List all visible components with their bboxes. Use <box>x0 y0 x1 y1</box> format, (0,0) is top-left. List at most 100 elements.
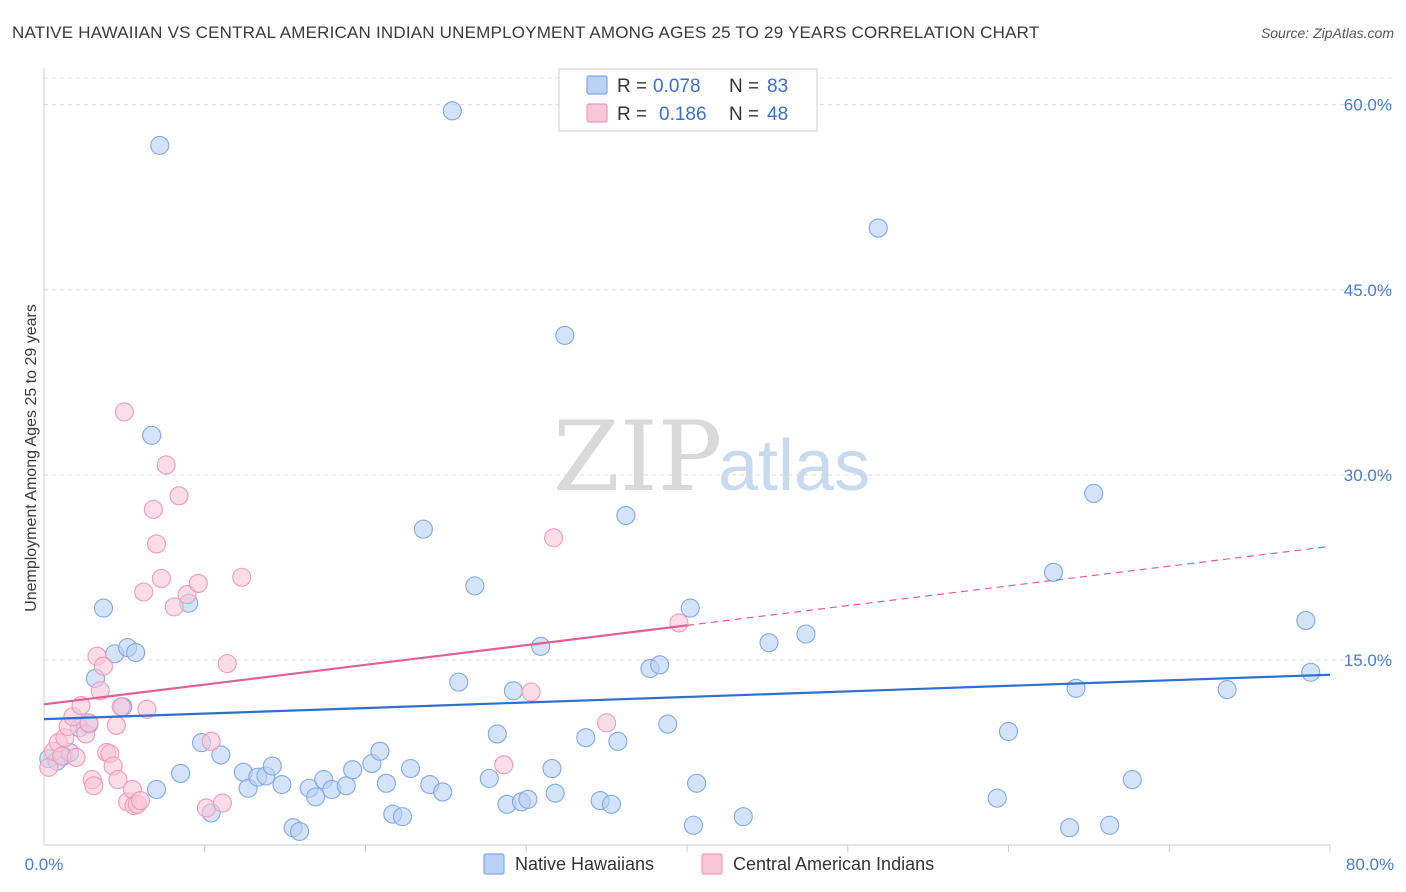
point-native-hawaiians-45 <box>465 576 485 596</box>
y-tick-label-15: 15.0% <box>1344 651 1392 670</box>
point-native-hawaiians-55 <box>555 325 575 345</box>
point-native-hawaiians-76 <box>1084 483 1104 503</box>
point-native-hawaiians-40 <box>413 519 433 539</box>
point-central-american-indians-21 <box>111 697 131 717</box>
point-native-hawaiians-64 <box>680 598 700 618</box>
point-central-american-indians-32 <box>151 568 171 589</box>
point-native-hawaiians-39 <box>400 758 421 779</box>
point-native-hawaiians-52 <box>531 636 551 656</box>
legend-swatch-native-hawaiians <box>586 75 608 95</box>
legend-swatch-central-american-indians <box>586 103 608 123</box>
point-central-american-indians-20 <box>108 770 128 790</box>
point-native-hawaiians-29 <box>306 787 326 807</box>
point-central-american-indians-14 <box>90 681 110 701</box>
point-central-american-indians-28 <box>134 582 154 602</box>
point-native-hawaiians-73 <box>1043 562 1064 582</box>
point-native-hawaiians-46 <box>479 768 499 788</box>
x-tick-label-max: 80.0% <box>1346 855 1394 874</box>
point-native-hawaiians-68 <box>759 633 779 653</box>
point-native-hawaiians-7 <box>93 598 114 618</box>
y-tick-label-60: 60.0% <box>1344 96 1392 115</box>
point-native-hawaiians-66 <box>687 773 707 793</box>
x-tick-label-min: 0.0% <box>25 855 64 874</box>
bottom-legend-swatch-native-hawaiians <box>483 853 505 875</box>
point-native-hawaiians-15 <box>171 763 191 783</box>
trend-line-extension-central-american-indians <box>686 545 1331 626</box>
trend-line-central-american-indians <box>43 624 688 706</box>
point-native-hawaiians-14 <box>150 135 170 155</box>
point-native-hawaiians-56 <box>576 728 596 748</box>
legend-n-value-1: 83 <box>767 76 788 97</box>
point-central-american-indians-12 <box>84 776 104 796</box>
point-central-american-indians-15 <box>93 656 114 676</box>
point-native-hawaiians-33 <box>343 760 363 780</box>
point-native-hawaiians-71 <box>987 788 1007 808</box>
bottom-legend-label-native-hawaiians: Native Hawaiians <box>515 854 654 874</box>
point-central-american-indians-34 <box>164 597 184 617</box>
point-central-american-indians-38 <box>196 798 216 818</box>
series-central-american-indians-points <box>39 402 689 818</box>
point-central-american-indians-35 <box>169 486 189 506</box>
legend-n-value-2: 48 <box>767 104 788 125</box>
series-legend: Native Hawaiians Central American Indian… <box>483 853 934 875</box>
point-native-hawaiians-42 <box>433 782 453 802</box>
point-central-american-indians-46 <box>597 713 617 733</box>
point-native-hawaiians-60 <box>616 506 636 526</box>
point-native-hawaiians-25 <box>272 774 292 795</box>
point-native-hawaiians-35 <box>370 741 390 761</box>
point-native-hawaiians-36 <box>376 773 396 793</box>
point-central-american-indians-30 <box>143 499 163 519</box>
point-central-american-indians-37 <box>188 573 208 593</box>
point-native-hawaiians-74 <box>1060 818 1080 838</box>
point-native-hawaiians-77 <box>1100 815 1120 835</box>
legend-r-value-2: 0.186 <box>659 104 707 125</box>
y-tick-label-30: 30.0% <box>1344 466 1392 485</box>
point-central-american-indians-41 <box>217 654 237 674</box>
point-central-american-indians-7 <box>66 747 86 767</box>
point-native-hawaiians-38 <box>392 807 413 827</box>
point-native-hawaiians-67 <box>733 807 753 827</box>
point-native-hawaiians-24 <box>262 756 282 776</box>
bottom-legend-swatch-central-american-indians <box>701 853 723 875</box>
point-native-hawaiians-79 <box>1217 679 1237 700</box>
point-central-american-indians-42 <box>232 567 252 587</box>
legend-r-label-2: R = <box>617 104 647 125</box>
point-native-hawaiians-19 <box>211 745 231 765</box>
point-native-hawaiians-80 <box>1296 610 1316 630</box>
point-native-hawaiians-53 <box>542 758 562 779</box>
point-native-hawaiians-54 <box>545 783 565 803</box>
point-native-hawaiians-78 <box>1122 770 1142 790</box>
point-central-american-indians-19 <box>106 715 126 735</box>
point-native-hawaiians-13 <box>146 779 167 800</box>
point-native-hawaiians-75 <box>1066 678 1086 698</box>
point-central-american-indians-31 <box>146 534 167 554</box>
point-native-hawaiians-72 <box>998 721 1019 742</box>
point-native-hawaiians-51 <box>518 789 538 809</box>
point-native-hawaiians-70 <box>868 218 888 238</box>
point-native-hawaiians-81 <box>1301 662 1321 682</box>
chart-source: Source: ZipAtlas.com <box>1261 25 1394 41</box>
x-ticks <box>204 845 1331 852</box>
y-tick-label-45: 45.0% <box>1344 281 1392 300</box>
point-native-hawaiians-11 <box>126 642 146 663</box>
bottom-legend-label-central-american-indians: Central American Indians <box>733 854 934 874</box>
point-native-hawaiians-58 <box>601 794 621 814</box>
point-native-hawaiians-65 <box>683 815 703 835</box>
legend-r-label-1: R = <box>617 76 647 97</box>
trend-line-native-hawaiians <box>43 673 1331 721</box>
point-central-american-indians-33 <box>156 455 176 475</box>
point-central-american-indians-29 <box>137 699 157 719</box>
watermark-zip: ZIP <box>553 401 722 513</box>
watermark-atlas: atlas <box>718 426 870 506</box>
point-native-hawaiians-47 <box>487 724 507 744</box>
point-native-hawaiians-59 <box>608 731 628 751</box>
point-native-hawaiians-12 <box>142 425 162 445</box>
y-tick-labels: 15.0% 30.0% 45.0% 60.0% <box>1344 96 1392 670</box>
point-central-american-indians-39 <box>201 731 221 751</box>
stats-legend: R = 0.078 N = 83 R = 0.186 N = 48 <box>558 68 818 132</box>
point-native-hawaiians-62 <box>650 655 670 675</box>
point-central-american-indians-43 <box>494 755 514 775</box>
point-central-american-indians-40 <box>212 793 232 813</box>
point-native-hawaiians-27 <box>290 821 310 841</box>
point-central-american-indians-45 <box>544 528 564 548</box>
